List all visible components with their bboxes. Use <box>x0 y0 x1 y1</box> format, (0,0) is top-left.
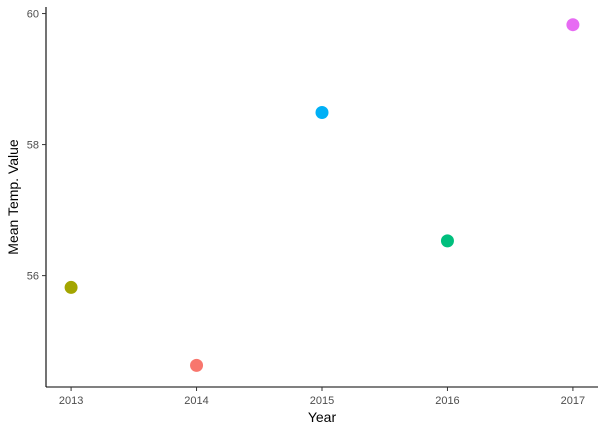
x-axis-ticks: 2013 2014 2015 2016 2017 <box>59 387 585 407</box>
x-tick-label: 2017 <box>561 395 585 407</box>
y-tick-label: 56 <box>27 271 39 283</box>
axes <box>45 7 598 388</box>
y-tick-label: 58 <box>27 140 39 152</box>
data-point <box>566 18 580 32</box>
y-axis-title: Mean Temp. Value <box>5 139 21 255</box>
data-point <box>64 280 78 294</box>
x-tick-label: 2014 <box>184 395 208 407</box>
x-axis-title: Year <box>308 409 337 425</box>
data-point <box>315 105 329 119</box>
data-point <box>190 358 204 372</box>
y-tick-label: 60 <box>27 9 39 21</box>
y-axis-ticks: 56 58 60 <box>27 9 46 283</box>
x-tick-label: 2016 <box>435 395 459 407</box>
data-point <box>440 234 454 248</box>
x-tick-label: 2013 <box>59 395 83 407</box>
data-points <box>64 18 580 372</box>
x-tick-label: 2015 <box>310 395 334 407</box>
